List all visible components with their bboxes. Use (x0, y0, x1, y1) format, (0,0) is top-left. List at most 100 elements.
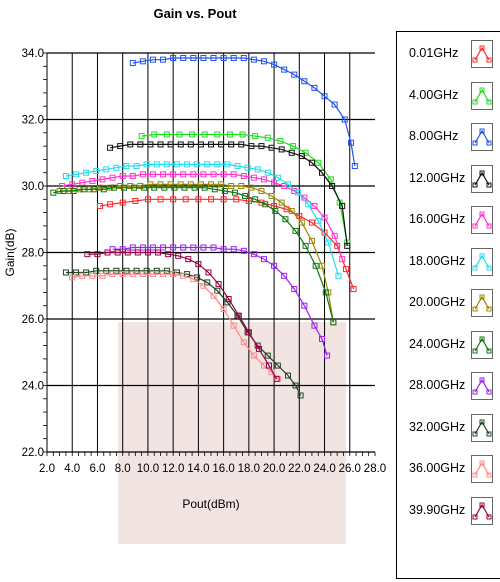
data-point (220, 171, 227, 178)
data-point (170, 54, 177, 61)
data-point (262, 201, 269, 208)
data-point (175, 252, 182, 259)
data-point (163, 131, 170, 138)
data-point (197, 181, 204, 188)
data-point (282, 216, 289, 223)
data-point (308, 237, 315, 244)
data-point (240, 173, 247, 180)
data-point (248, 143, 255, 150)
legend-swatch (471, 496, 493, 525)
data-point (161, 184, 168, 191)
legend-label: 0.01GHz (409, 46, 459, 60)
legend-label: 4.00GHz (409, 87, 459, 102)
data-point (208, 196, 214, 203)
data-point (109, 271, 116, 278)
data-point (268, 144, 275, 151)
series-line (132, 57, 356, 167)
data-point (163, 161, 170, 168)
data-point (220, 54, 227, 61)
x-tick-label: 20.0 (263, 463, 285, 475)
data-point (230, 322, 237, 329)
data-point (230, 171, 237, 178)
data-point (180, 272, 187, 279)
data-point (163, 267, 170, 274)
data-point (224, 299, 231, 306)
legend-swatch-line (474, 295, 490, 310)
series-16.00GHz (59, 171, 346, 263)
data-point (258, 199, 265, 206)
legend-swatch (471, 330, 493, 359)
x-tick-label: 24.0 (313, 463, 335, 475)
data-point (220, 306, 227, 313)
legend-swatch-marker (472, 140, 478, 146)
data-point (170, 271, 177, 278)
data-point (195, 261, 202, 268)
data-point (93, 267, 100, 274)
legend-label: 18.00GHz (409, 253, 466, 268)
legend-swatch-line (474, 378, 490, 393)
data-point (129, 59, 136, 66)
data-point (182, 196, 189, 203)
legend-swatch-marker (479, 253, 485, 258)
data-point (149, 271, 156, 278)
data-point (264, 134, 271, 141)
legend-swatch-frame (471, 289, 493, 317)
data-point (278, 146, 285, 153)
data-point (93, 168, 100, 175)
data-point (73, 171, 80, 178)
data-point (127, 141, 134, 148)
legend-swatch-marker (486, 57, 492, 63)
data-point (96, 202, 103, 209)
y-tick-label: 24.0 (22, 381, 44, 393)
legend-swatch-frame (471, 206, 493, 234)
x-tick-label: 16.0 (212, 463, 234, 475)
data-point (151, 184, 158, 191)
series-39.90GHz (84, 249, 280, 382)
data-point (242, 192, 249, 199)
legend-swatch-line (474, 212, 490, 227)
data-point (155, 249, 162, 256)
data-point (139, 244, 146, 251)
legend-swatch-frame (471, 40, 493, 68)
data-point (107, 201, 114, 208)
legend-swatch-frame (471, 81, 493, 110)
data-point (153, 267, 160, 274)
data-point (240, 247, 247, 254)
data-point (139, 171, 146, 178)
data-point (157, 181, 164, 188)
data-point (339, 202, 346, 209)
data-point (171, 184, 178, 191)
legend-label: 36.00GHz (409, 461, 466, 475)
data-point (200, 244, 207, 251)
data-point (167, 141, 174, 148)
series-line (65, 163, 339, 276)
data-point (254, 166, 261, 173)
shaded-region (118, 322, 346, 544)
data-point (291, 286, 298, 293)
data-point (220, 196, 227, 203)
data-point (180, 54, 187, 61)
data-point (291, 71, 298, 78)
data-point (69, 274, 76, 281)
data-point (191, 184, 198, 191)
legend-swatch-marker (472, 389, 478, 395)
legend-swatch (471, 247, 493, 276)
legend-swatch-marker (486, 99, 492, 104)
data-point (297, 392, 304, 399)
data-point (312, 262, 319, 269)
legend-swatch-marker (486, 223, 492, 229)
data-point (151, 131, 158, 138)
legend-swatch-frame (471, 413, 493, 442)
data-point (250, 56, 257, 63)
legend-swatch (471, 372, 493, 400)
data-point (331, 232, 338, 239)
legend-swatch (471, 206, 493, 234)
data-point (281, 183, 288, 189)
series-18.00GHz (62, 161, 342, 279)
data-point (62, 173, 69, 180)
legend-swatch-marker (486, 348, 492, 353)
data-point (99, 176, 106, 183)
series-line (53, 187, 334, 323)
data-point (252, 196, 259, 203)
data-point (351, 163, 358, 170)
